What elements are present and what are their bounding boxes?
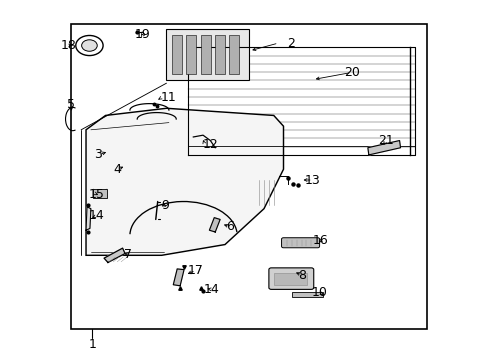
- Text: 14: 14: [203, 283, 219, 296]
- Text: 12: 12: [202, 138, 218, 150]
- Text: 17: 17: [187, 264, 203, 277]
- Bar: [166, 30, 249, 80]
- Text: 11: 11: [161, 91, 177, 104]
- Text: 20: 20: [343, 66, 359, 79]
- FancyBboxPatch shape: [281, 238, 319, 248]
- Bar: [200, 35, 210, 74]
- Text: 18: 18: [61, 39, 77, 52]
- Text: 2: 2: [286, 36, 294, 50]
- Text: 3: 3: [94, 148, 102, 161]
- Bar: [71, 24, 427, 329]
- Text: 8: 8: [297, 269, 305, 282]
- Circle shape: [81, 40, 97, 51]
- Text: 15: 15: [89, 188, 104, 201]
- Text: 4: 4: [114, 163, 122, 176]
- Text: 16: 16: [312, 234, 328, 247]
- Polygon shape: [86, 207, 91, 230]
- Bar: [274, 273, 307, 285]
- Polygon shape: [86, 108, 283, 255]
- Text: 1: 1: [88, 338, 96, 351]
- Text: 19: 19: [134, 28, 150, 41]
- Polygon shape: [173, 269, 183, 286]
- Bar: [214, 35, 224, 74]
- Bar: [93, 189, 107, 198]
- Polygon shape: [367, 140, 400, 155]
- Bar: [291, 292, 323, 297]
- Text: 14: 14: [89, 210, 104, 222]
- Text: 9: 9: [161, 199, 169, 212]
- Bar: [172, 35, 182, 74]
- Bar: [186, 35, 196, 74]
- Circle shape: [76, 36, 103, 55]
- Text: 7: 7: [124, 248, 132, 261]
- FancyBboxPatch shape: [268, 268, 313, 289]
- Text: 10: 10: [311, 287, 327, 300]
- Polygon shape: [209, 218, 220, 232]
- Text: 5: 5: [67, 98, 75, 111]
- Text: 21: 21: [377, 134, 393, 147]
- Bar: [228, 35, 238, 74]
- Text: 13: 13: [304, 174, 320, 186]
- Polygon shape: [104, 248, 125, 262]
- Text: 6: 6: [225, 220, 233, 233]
